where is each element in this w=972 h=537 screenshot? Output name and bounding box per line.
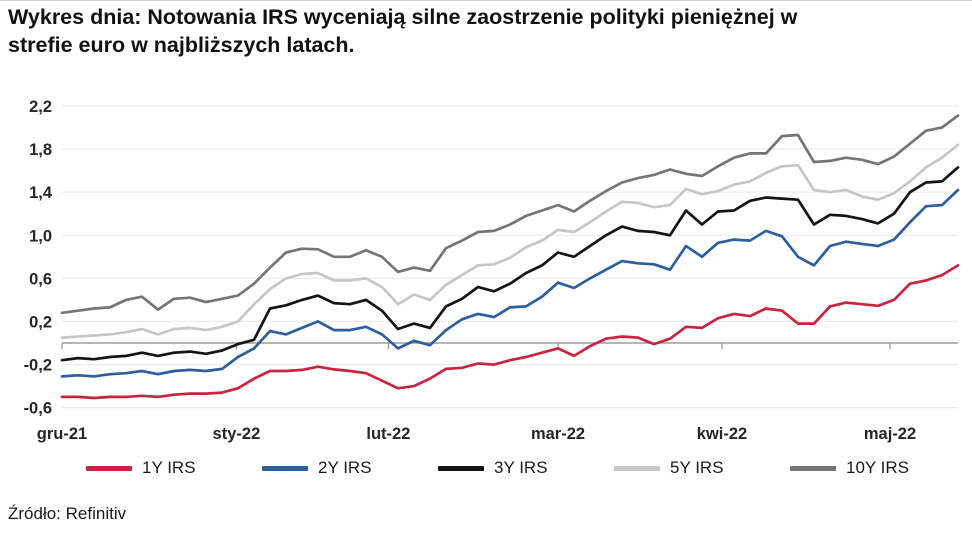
x-axis-label: lut-22: [366, 425, 410, 443]
legend-label: 10Y IRS: [846, 458, 910, 477]
legend-swatch: [262, 465, 308, 471]
x-axis-label: mar-22: [531, 425, 585, 443]
y-axis-label: 0,2: [29, 313, 52, 331]
legend-swatch: [790, 465, 836, 471]
legend-label: 2Y IRS: [318, 458, 372, 477]
legend-item-1y-irs: 1Y IRS: [86, 456, 196, 480]
legend-item-10y-irs: 10Y IRS: [790, 456, 909, 480]
chart-title-line1: Wykres dnia: Notowania IRS wyceniają sil…: [8, 5, 798, 29]
legend-item-3y-irs: 3Y IRS: [438, 456, 548, 480]
chart-title: Wykres dnia: Notowania IRS wyceniają sil…: [8, 4, 958, 60]
x-axis-label: kwi-22: [697, 425, 747, 443]
chart-title-line2: strefie euro w najbliższych latach.: [8, 32, 355, 57]
chart-legend: 1Y IRS 2Y IRS 3Y IRS 5Y IRS 10Y IRS: [0, 456, 972, 480]
y-axis-label: 0,6: [29, 270, 52, 288]
source-note: Źródło: Refinitiv: [8, 504, 127, 523]
y-axis-label: -0,6: [24, 400, 52, 418]
legend-item-5y-irs: 5Y IRS: [614, 456, 724, 480]
series-line-1y-irs: [60, 264, 960, 400]
series-line-5y-irs: [60, 143, 960, 339]
y-axis-label: 1,8: [29, 141, 52, 159]
legend-swatch: [614, 465, 660, 471]
series-line-2y-irs: [60, 188, 960, 378]
legend-swatch: [86, 465, 132, 471]
legend-label: 5Y IRS: [670, 458, 724, 477]
y-axis-label: 1,4: [29, 184, 53, 202]
x-axis-label: sty-22: [213, 425, 261, 443]
series-line-10y-irs: [60, 114, 960, 315]
y-axis-label: 1,0: [29, 227, 52, 245]
legend-label: 1Y IRS: [142, 458, 196, 477]
legend-swatch: [438, 465, 484, 471]
x-axis-label: gru-21: [37, 425, 87, 443]
y-axis-label: -0,2: [24, 357, 52, 375]
legend-item-2y-irs: 2Y IRS: [262, 456, 372, 480]
x-axis-label: maj-22: [864, 425, 916, 443]
series-line-3y-irs: [60, 166, 960, 362]
y-axis-label: 2,2: [29, 98, 52, 116]
legend-label: 3Y IRS: [494, 458, 548, 477]
